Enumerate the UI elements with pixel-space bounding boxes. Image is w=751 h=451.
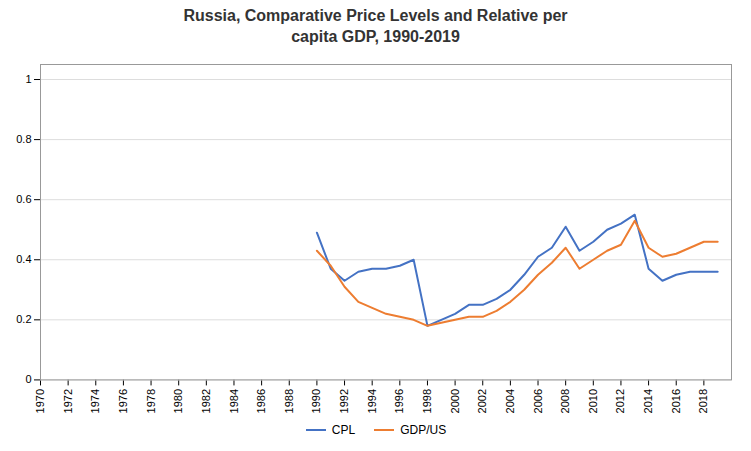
svg-text:2008: 2008 bbox=[559, 389, 571, 413]
svg-text:1998: 1998 bbox=[421, 389, 433, 413]
svg-text:1982: 1982 bbox=[200, 389, 212, 413]
svg-text:1996: 1996 bbox=[393, 389, 405, 413]
svg-text:1980: 1980 bbox=[172, 389, 184, 413]
svg-text:1992: 1992 bbox=[338, 389, 350, 413]
svg-text:0.4: 0.4 bbox=[16, 253, 31, 265]
svg-text:1984: 1984 bbox=[228, 389, 240, 413]
svg-text:1: 1 bbox=[25, 73, 31, 85]
svg-text:2016: 2016 bbox=[670, 389, 682, 413]
svg-text:1994: 1994 bbox=[366, 389, 378, 413]
svg-text:2018: 2018 bbox=[697, 389, 709, 413]
html-text:GDP/US: GDP/US bbox=[400, 423, 447, 437]
svg-text:2004: 2004 bbox=[504, 389, 516, 413]
svg-text:1972: 1972 bbox=[62, 389, 74, 413]
svg-text:2002: 2002 bbox=[476, 389, 488, 413]
svg-text:0.8: 0.8 bbox=[16, 133, 31, 145]
html-text:Russia, Comparative Price Leve: Russia, Comparative Price Levels and Rel… bbox=[183, 7, 568, 45]
svg-text:2014: 2014 bbox=[642, 389, 654, 413]
svg-text:0.6: 0.6 bbox=[16, 193, 31, 205]
svg-text:2006: 2006 bbox=[532, 389, 544, 413]
svg-text:1978: 1978 bbox=[145, 389, 157, 413]
html-text:CPL: CPL bbox=[331, 423, 356, 437]
svg-text:0: 0 bbox=[25, 373, 31, 385]
svg-text:2010: 2010 bbox=[587, 389, 599, 413]
svg-text:1970: 1970 bbox=[34, 389, 46, 413]
svg-text:1988: 1988 bbox=[283, 389, 295, 413]
svg-text:1976: 1976 bbox=[117, 389, 129, 413]
svg-text:1986: 1986 bbox=[255, 389, 267, 413]
svg-text:1990: 1990 bbox=[310, 389, 322, 413]
svg-text:1974: 1974 bbox=[89, 389, 101, 413]
svg-text:2012: 2012 bbox=[614, 389, 626, 413]
svg-text:2000: 2000 bbox=[449, 389, 461, 413]
svg-text:0.2: 0.2 bbox=[16, 313, 31, 325]
